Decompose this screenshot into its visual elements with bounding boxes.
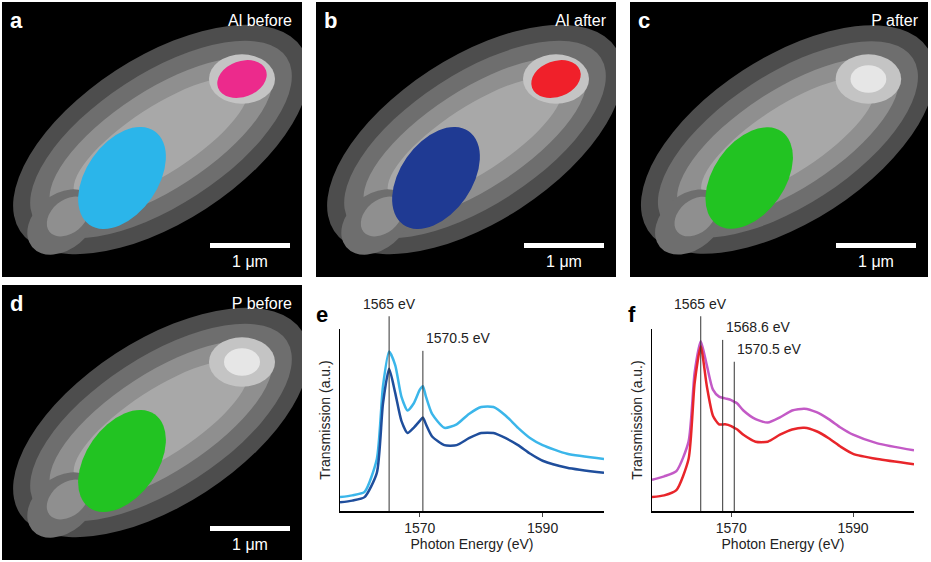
svg-text:Al after: Al after — [555, 12, 606, 29]
svg-text:1590: 1590 — [837, 520, 868, 536]
svg-text:1570: 1570 — [404, 520, 435, 536]
svg-text:1590: 1590 — [527, 520, 558, 536]
svg-text:Transmission (a.u.): Transmission (a.u.) — [317, 360, 333, 479]
svg-text:1570.5 eV: 1570.5 eV — [737, 341, 801, 357]
svg-text:1568.6 eV: 1568.6 eV — [726, 319, 790, 335]
svg-text:b: b — [324, 8, 337, 33]
svg-text:a: a — [10, 8, 23, 33]
svg-text:1570: 1570 — [716, 520, 747, 536]
svg-text:1570.5 eV: 1570.5 eV — [426, 330, 490, 346]
svg-text:1565 eV: 1565 eV — [674, 296, 727, 312]
svg-text:e: e — [316, 302, 328, 327]
svg-text:P before: P before — [232, 295, 292, 312]
svg-text:1 μm: 1 μm — [858, 253, 894, 270]
svg-text:1 μm: 1 μm — [546, 253, 582, 270]
svg-text:1565 eV: 1565 eV — [363, 296, 416, 312]
svg-text:Transmission (a.u.): Transmission (a.u.) — [629, 360, 645, 479]
svg-text:d: d — [10, 291, 23, 316]
svg-text:f: f — [628, 302, 636, 327]
svg-text:c: c — [638, 8, 650, 33]
svg-text:1 μm: 1 μm — [232, 253, 268, 270]
svg-text:Photon Energy (eV): Photon Energy (eV) — [411, 536, 534, 552]
svg-text:1 μm: 1 μm — [232, 536, 268, 553]
svg-text:P after: P after — [871, 12, 919, 29]
svg-text:Al before: Al before — [228, 12, 292, 29]
svg-text:Photon Energy (eV): Photon Energy (eV) — [722, 536, 845, 552]
